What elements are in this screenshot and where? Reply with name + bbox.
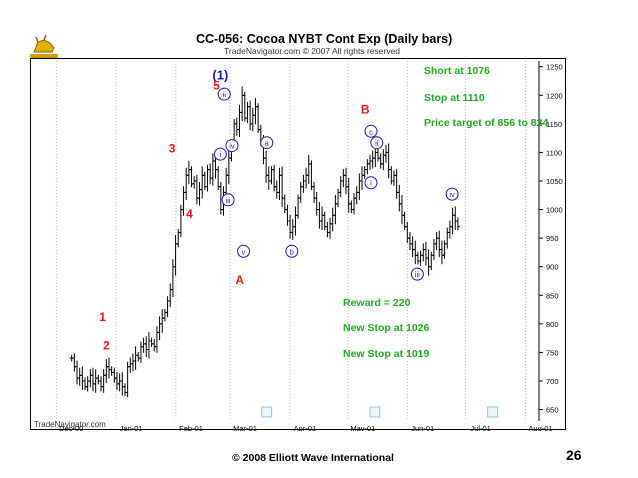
wave-label: (1): [212, 67, 228, 82]
note-reward: Reward = 220: [343, 297, 411, 309]
wave-label-circle: [225, 139, 239, 153]
wave-label: a: [265, 139, 270, 148]
note-new-stop-1: New Stop at 1026: [343, 322, 430, 334]
wave-label-circle: [364, 124, 378, 138]
wave-label: i: [220, 150, 222, 159]
wave-label-circle: [221, 193, 235, 207]
report-marker-icon: [487, 406, 499, 418]
wave-label: iii: [415, 270, 420, 279]
wave-label: 5: [213, 79, 220, 93]
note-target: Price target of 856 to 824: [424, 117, 549, 129]
note-short: Short at 1076: [424, 65, 490, 77]
watermark: TradeNavigator.com: [34, 420, 106, 429]
chart-subtitle: TradeNavigator.com © 2007 All rights res…: [224, 46, 401, 56]
y-tick-label: 900: [546, 263, 559, 272]
wave-label: i: [370, 179, 372, 188]
wave-label: iv: [449, 190, 455, 199]
y-tick-label: 1000: [546, 206, 563, 215]
x-tick-label: Jul-01: [470, 424, 490, 431]
note-stop: Stop at 1110: [424, 92, 485, 104]
wave-label-circle: [370, 136, 384, 150]
y-tick-label: 800: [546, 320, 559, 329]
wave-label-circle: [217, 87, 231, 101]
wave-label: c: [369, 127, 373, 136]
y-tick-label: 850: [546, 291, 559, 300]
report-marker-icon: [369, 406, 381, 418]
x-tick-label: May-01: [350, 424, 375, 431]
footer-copyright: © 2008 Elliott Wave International: [232, 452, 394, 464]
x-tick-label: Mar-01: [233, 424, 257, 431]
y-tick-label: 1150: [546, 120, 562, 129]
wave-label-circle: [237, 244, 251, 258]
wave-label: ii: [375, 139, 379, 148]
page-number: 26: [566, 447, 582, 463]
wave-label: iii: [226, 196, 231, 205]
y-tick-label: 1100: [546, 148, 562, 157]
wave-label-circle: [260, 136, 274, 150]
wave-label-circle: [445, 187, 459, 201]
x-tick-label: Apr-01: [294, 424, 317, 431]
y-tick-label: 650: [546, 406, 559, 415]
report-marker-icon: [261, 406, 273, 418]
x-tick-label: Jan-01: [120, 424, 143, 431]
wave-label: iv: [229, 142, 235, 151]
wave-label: b: [290, 247, 294, 256]
wave-label: 2: [103, 339, 110, 353]
wave-label: ii: [223, 90, 227, 99]
x-tick-label: Dec-00: [59, 424, 83, 431]
y-tick-label: 700: [546, 377, 559, 386]
chart-title: CC-056: Cocoa NYBT Cont Exp (Daily bars): [196, 32, 453, 46]
chart-svg: Dec-00 Jan-01 Feb-01 Mar-01 Apr-01 May-01 Jun-…: [55, 61, 563, 431]
x-tick-label: Jun-01: [411, 424, 434, 431]
wave-label: 3: [169, 141, 176, 155]
y-tick-label: 950: [546, 234, 559, 243]
y-tick-label: 750: [546, 348, 559, 357]
wave-label-circle: [410, 267, 424, 281]
y-tick-label: 1050: [546, 177, 563, 186]
y-tick-label: 1200: [546, 91, 563, 100]
note-new-stop-2: New Stop at 1019: [343, 348, 430, 360]
x-tick-label: Aug-01: [528, 424, 552, 431]
wave-label: B: [361, 103, 370, 117]
wave-label: 1: [99, 310, 106, 324]
x-tick-label: Feb-01: [179, 424, 203, 431]
bull-logo-icon: [28, 34, 60, 60]
wave-label-circle: [364, 176, 378, 190]
wave-label: A: [235, 273, 244, 287]
chart-area: Dec-00 Jan-01 Feb-01 Mar-01 Apr-01 May-01 Jun-…: [30, 58, 566, 431]
wave-label: 4: [186, 207, 193, 221]
wave-label: v: [242, 247, 246, 256]
wave-label-circle: [285, 244, 299, 258]
y-tick-label: 1250: [546, 63, 563, 72]
wave-label-circle: [213, 147, 227, 161]
